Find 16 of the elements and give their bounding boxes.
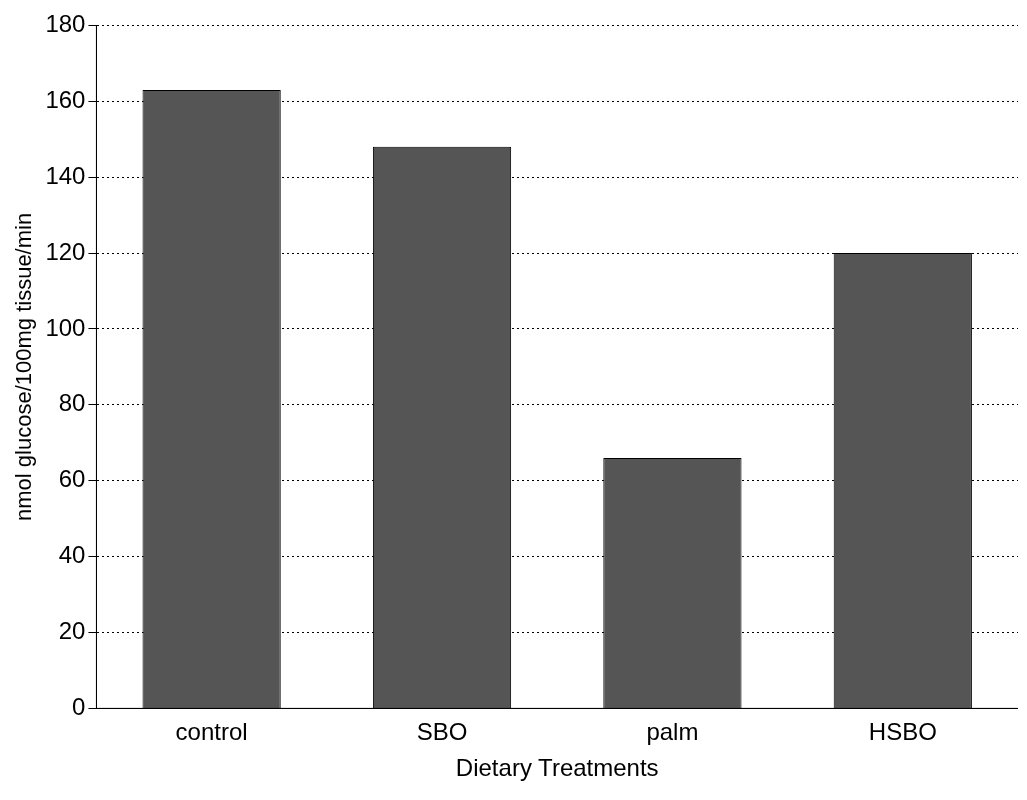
x-tick-label: control <box>175 718 248 746</box>
y-tick-label: 120 <box>45 237 86 265</box>
x-tick-label: SBO <box>416 718 468 746</box>
y-tick-label: 160 <box>45 85 86 113</box>
y-axis-title: nmol glucose/100mg tissue/min <box>11 212 37 521</box>
y-tick-label: 140 <box>45 161 86 189</box>
y-tick-label: 80 <box>58 389 86 417</box>
y-tick-label: 0 <box>72 693 86 721</box>
y-tick-label: 20 <box>58 617 86 645</box>
y-tick-label: 180 <box>45 10 86 38</box>
x-axis-title: Dietary Treatments <box>455 754 659 782</box>
y-tick-label: 60 <box>58 465 86 493</box>
y-tick-label: 40 <box>58 541 86 569</box>
x-tick-label: palm <box>646 718 699 746</box>
x-tick-label: HSBO <box>868 718 937 746</box>
y-tick-label: 100 <box>45 313 86 341</box>
